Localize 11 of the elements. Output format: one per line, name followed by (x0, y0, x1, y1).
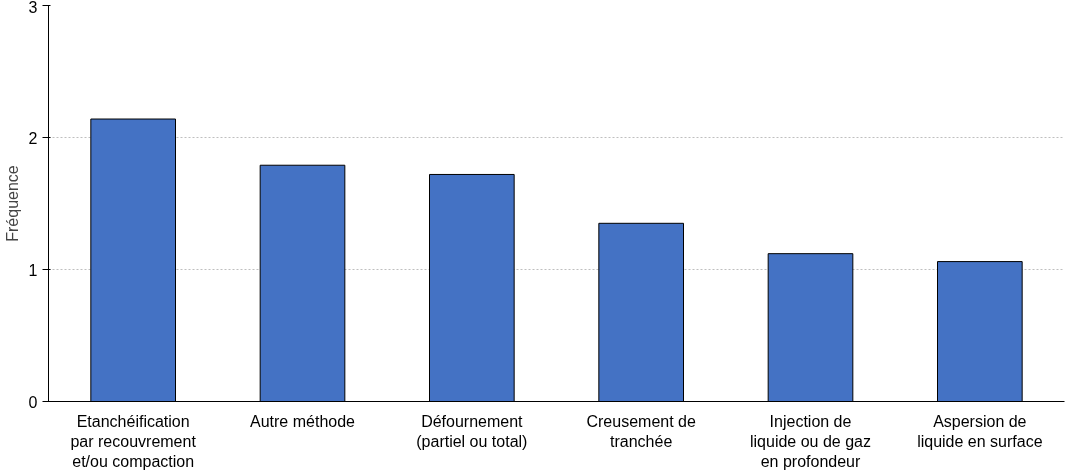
y-axis-title: Fréquence (3, 165, 21, 242)
y-tick-label: 0 (28, 393, 38, 411)
x-tick-label: Défournement (partiel ou total) (416, 412, 528, 450)
y-tick-label: 2 (28, 129, 38, 147)
y-tick-label: 1 (28, 261, 38, 279)
x-tick-label: Etanchéification par recouvrement et/ou compaction (70, 412, 197, 471)
x-tick-label: Injection de liquide ou de gaz en profondeur (750, 412, 871, 471)
x-tick-label: Autre méthode (250, 412, 356, 430)
x-tick-label: Creusement de tranchée (586, 412, 696, 450)
x-tick-label: Aspersion de liquide en surface (917, 412, 1043, 450)
y-tick-label: 3 (28, 0, 38, 16)
